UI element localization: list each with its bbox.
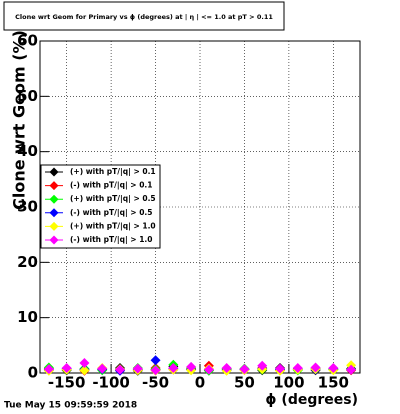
y-tick-label: 40 — [17, 142, 38, 160]
data-point — [186, 361, 197, 372]
legend-label: (+) with pT/|q| > 0.5 — [70, 194, 156, 204]
data-point — [221, 363, 232, 374]
data-point — [168, 363, 179, 374]
legend-marker — [49, 181, 59, 191]
legend-label: (+) with pT/|q| > 0.1 — [70, 167, 156, 177]
data-point — [61, 363, 72, 374]
x-tick-label: -100 — [92, 374, 130, 392]
x-axis-label: ϕ (degrees) — [265, 392, 358, 408]
x-tick-label: -150 — [48, 374, 86, 392]
timestamp: Tue May 15 09:59:59 2018 — [4, 401, 137, 411]
data-point — [79, 365, 90, 376]
x-tick-label: -50 — [142, 374, 169, 392]
y-tick-label: 0 — [28, 364, 38, 382]
legend-label: (-) with pT/|q| > 0.1 — [70, 181, 152, 191]
data-point — [132, 363, 143, 374]
legend-marker — [49, 221, 59, 231]
legend-marker — [49, 235, 59, 245]
data-point — [239, 364, 250, 375]
y-tick-label: 50 — [17, 87, 38, 105]
x-tick-label: 100 — [273, 374, 304, 392]
data-point — [310, 362, 321, 373]
y-axis-label: Clone wrt Geom (%) — [10, 30, 29, 210]
legend-label: (-) with pT/|q| > 0.5 — [70, 208, 152, 218]
legend-marker — [49, 208, 59, 218]
legend-marker — [49, 167, 59, 177]
data-point — [203, 364, 214, 375]
y-tick-label: 10 — [17, 308, 38, 326]
title-box — [3, 1, 285, 31]
chart-title: Clone wrt Geom for Primary vs ϕ (degrees… — [15, 13, 273, 22]
data-point — [275, 363, 285, 374]
data-point — [150, 365, 161, 376]
data-point — [115, 364, 125, 375]
data-point — [150, 355, 161, 366]
y-tick-label: 20 — [17, 253, 38, 271]
data-point — [97, 363, 108, 374]
x-tick-label: 0 — [195, 374, 205, 392]
data-point — [79, 358, 90, 369]
data-point — [328, 363, 339, 374]
legend-label: (-) with pT/|q| > 1.0 — [70, 235, 152, 245]
data-point — [346, 364, 357, 375]
y-tick-label: 30 — [17, 198, 38, 216]
legend-marker — [49, 194, 59, 204]
data-point — [257, 360, 268, 371]
data-point — [292, 363, 303, 374]
legend-label: (+) with pT/|q| > 1.0 — [70, 221, 156, 231]
x-tick-label: 50 — [234, 374, 255, 392]
data-point — [43, 364, 54, 375]
y-tick-label: 60 — [17, 32, 38, 50]
x-tick-label: 150 — [318, 374, 349, 392]
legend-box — [40, 164, 161, 249]
